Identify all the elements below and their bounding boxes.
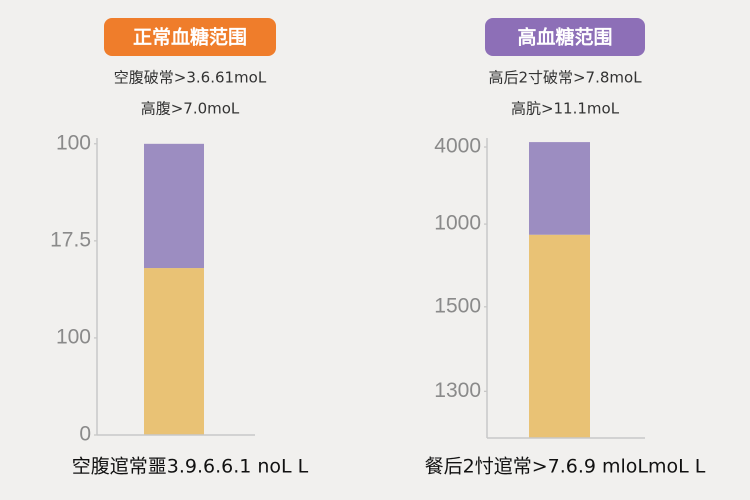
y-tick-label: 100: [56, 325, 91, 348]
chart-title: 正常血糖范围: [133, 26, 247, 49]
subtitle: 高肮>11.1moL: [511, 100, 620, 118]
bar-segment: [144, 268, 204, 435]
bar-segment: [529, 234, 590, 438]
bar-segment: [529, 142, 590, 235]
subtitle: 高后2寸破常>7.8moL: [488, 69, 642, 87]
subtitle: 空腹破常>3.6.61moL: [114, 69, 267, 87]
y-tick-label: 17.5: [50, 228, 91, 251]
subtitle: 高腹>7.0moL: [141, 100, 240, 118]
y-tick-label: 100: [56, 131, 91, 154]
y-tick-label: 1000: [434, 212, 481, 235]
y-tick-label: 1300: [434, 379, 481, 402]
y-tick-label: 4000: [434, 135, 481, 158]
bar-segment: [144, 143, 204, 269]
y-tick-label: 1500: [434, 294, 481, 317]
x-axis-label: 空腹逭常噩3.9.6.6.1 noL L: [72, 456, 309, 478]
y-tick-label: 0: [79, 423, 91, 446]
x-axis-label: 餐后2忖逭常>7.6.9 mloLmoL L: [425, 456, 706, 478]
title-badge: [485, 18, 645, 56]
title-badge: [104, 18, 276, 56]
chart-title: 高血糖范围: [517, 26, 612, 49]
